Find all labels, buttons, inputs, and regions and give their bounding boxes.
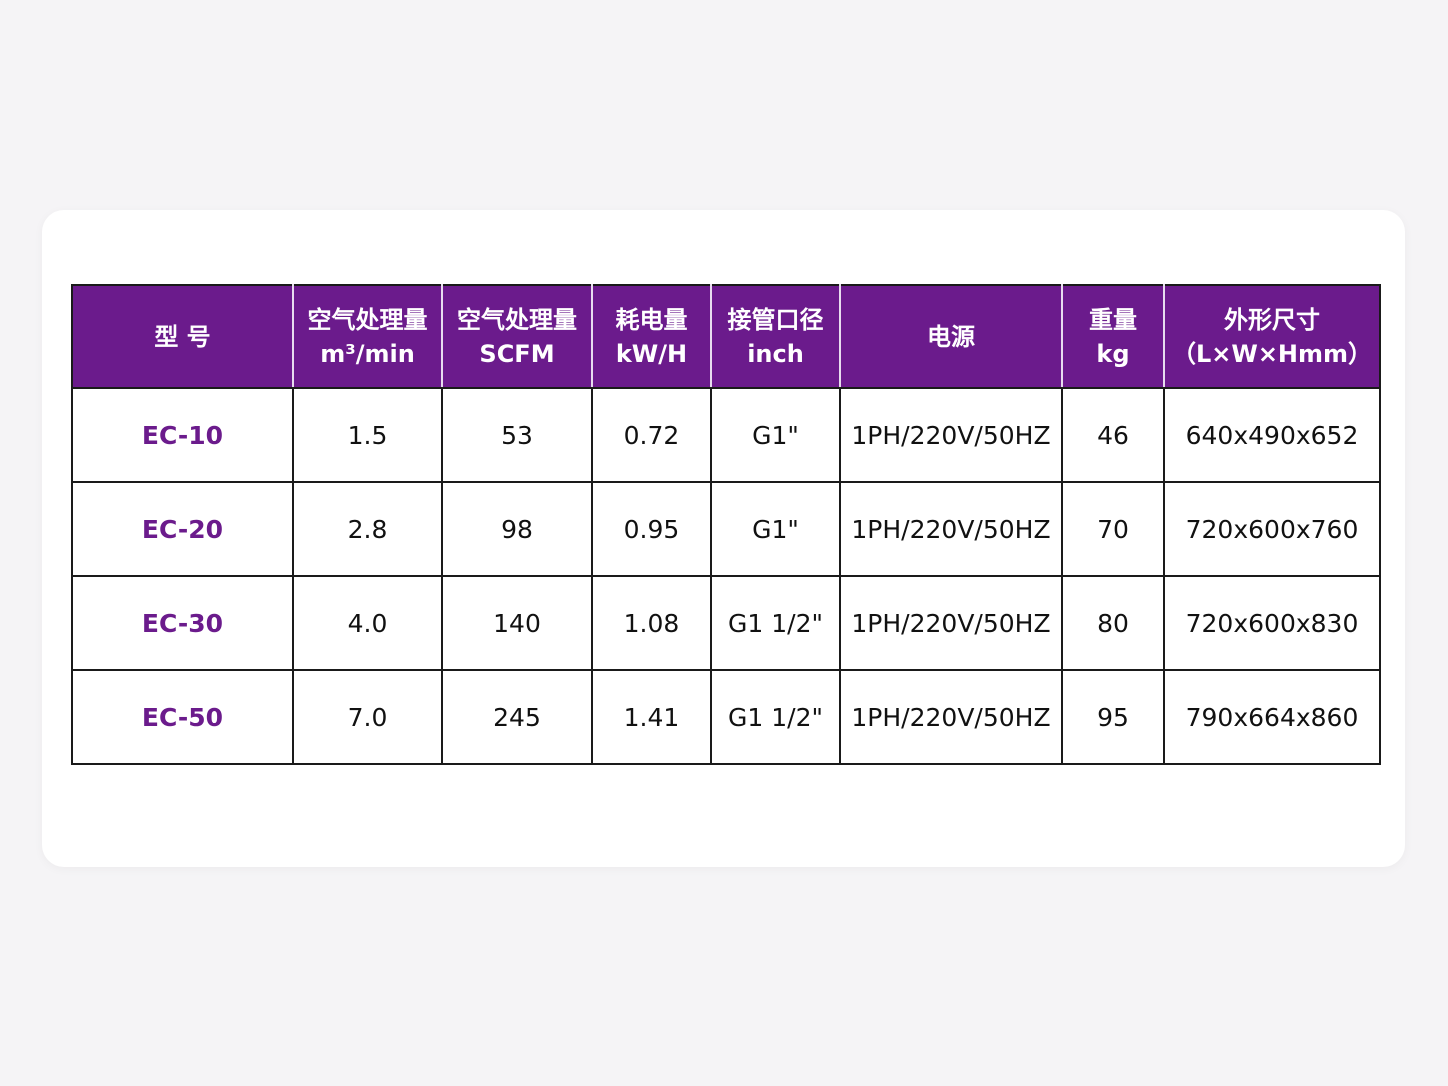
header-cell: 空气处理量 SCFM xyxy=(441,284,593,389)
header-text: 型 号 xyxy=(154,322,211,351)
table-row: EC-50 7.0 245 1.41 G1 1/2" 1PH/220V/50HZ 95 790… xyxy=(71,669,1381,765)
table-cell: 0.95 xyxy=(591,481,712,577)
table-cell: 720x600x830 xyxy=(1163,575,1381,671)
table-cell: 2.8 xyxy=(292,481,443,577)
header-cell: 重量 kg xyxy=(1061,284,1165,389)
table-cell: G1" xyxy=(710,387,841,483)
table-cell: 1PH/220V/50HZ xyxy=(839,481,1063,577)
header-text: 外形尺寸 xyxy=(1224,305,1320,334)
model-cell: EC-10 xyxy=(71,387,294,483)
header-text: 电源 xyxy=(927,322,975,351)
table-cell: 140 xyxy=(441,575,593,671)
header-cell: 空气处理量 m³/min xyxy=(292,284,443,389)
header-row: 型 号 空气处理量 m³/min 空气处理量 SCFM 耗电量 kW/H 接管口径 inch 电源… xyxy=(71,284,1381,389)
table-cell: G1 1/2" xyxy=(710,575,841,671)
table-cell: 1.5 xyxy=(292,387,443,483)
header-text: 接管口径 xyxy=(727,305,824,334)
header-text: 耗电量 xyxy=(615,305,688,334)
table-cell: 640x490x652 xyxy=(1163,387,1381,483)
table-cell: 4.0 xyxy=(292,575,443,671)
table-body: EC-10 1.5 53 0.72 G1" 1PH/220V/50HZ 46 640x490x… xyxy=(71,387,1381,765)
table-head: 型 号 空气处理量 m³/min 空气处理量 SCFM 耗电量 kW/H 接管口径 inch 电源… xyxy=(71,284,1381,389)
header-cell: 电源 xyxy=(839,284,1063,389)
table-cell: 1.41 xyxy=(591,669,712,765)
table-cell: G1 1/2" xyxy=(710,669,841,765)
header-text: SCFM xyxy=(479,339,555,368)
table-cell: 80 xyxy=(1061,575,1165,671)
table-cell: 95 xyxy=(1061,669,1165,765)
table-cell: 7.0 xyxy=(292,669,443,765)
header-text: inch xyxy=(747,339,804,368)
table-cell: 1PH/220V/50HZ xyxy=(839,575,1063,671)
table-cell: 1.08 xyxy=(591,575,712,671)
header-text: 空气处理量 xyxy=(457,305,577,334)
table-cell: G1" xyxy=(710,481,841,577)
table-cell: 245 xyxy=(441,669,593,765)
table-row: EC-30 4.0 140 1.08 G1 1/2" 1PH/220V/50HZ 80 720… xyxy=(71,575,1381,671)
table-cell: 790x664x860 xyxy=(1163,669,1381,765)
table-row: EC-20 2.8 98 0.95 G1" 1PH/220V/50HZ 70 720x600x… xyxy=(71,481,1381,577)
header-text: 空气处理量 xyxy=(307,305,428,334)
header-cell: 耗电量 kW/H xyxy=(591,284,712,389)
table-cell: 1PH/220V/50HZ xyxy=(839,387,1063,483)
header-text: kg xyxy=(1096,339,1130,368)
spec-table: 型 号 空气处理量 m³/min 空气处理量 SCFM 耗电量 kW/H 接管口径 inch 电源… xyxy=(71,284,1381,765)
model-cell: EC-20 xyxy=(71,481,294,577)
header-cell: 外形尺寸 （L×W×Hmm） xyxy=(1163,284,1381,389)
table-cell: 46 xyxy=(1061,387,1165,483)
header-cell: 型 号 xyxy=(71,284,294,389)
header-text: kW/H xyxy=(615,339,688,368)
table-cell: 70 xyxy=(1061,481,1165,577)
header-cell: 接管口径 inch xyxy=(710,284,841,389)
header-text: （L×W×Hmm） xyxy=(1171,339,1373,368)
table-cell: 98 xyxy=(441,481,593,577)
header-text: 重量 xyxy=(1089,305,1137,334)
table-row: EC-10 1.5 53 0.72 G1" 1PH/220V/50HZ 46 640x490x… xyxy=(71,387,1381,483)
card: 型 号 空气处理量 m³/min 空气处理量 SCFM 耗电量 kW/H 接管口径 inch 电源… xyxy=(42,210,1405,867)
table-cell: 1PH/220V/50HZ xyxy=(839,669,1063,765)
table-cell: 0.72 xyxy=(591,387,712,483)
model-cell: EC-30 xyxy=(71,575,294,671)
header-text: m³/min xyxy=(320,339,415,368)
model-cell: EC-50 xyxy=(71,669,294,765)
table-cell: 720x600x760 xyxy=(1163,481,1381,577)
table-cell: 53 xyxy=(441,387,593,483)
